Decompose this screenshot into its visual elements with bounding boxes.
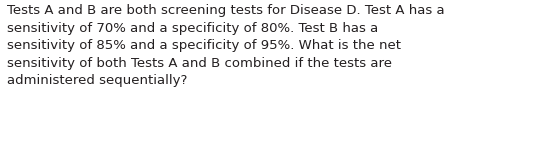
Text: Tests A and B are both screening tests for Disease D. Test A has a
sensitivity o: Tests A and B are both screening tests f… xyxy=(7,4,444,87)
